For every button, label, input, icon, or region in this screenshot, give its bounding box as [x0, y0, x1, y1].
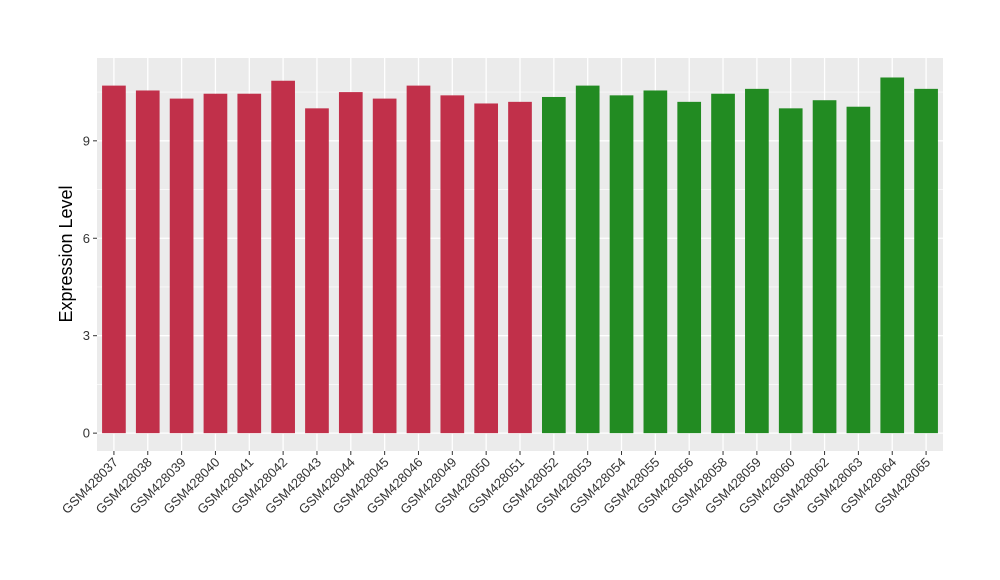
- bar-GSM428065: [914, 88, 938, 434]
- bar-GSM428054: [609, 95, 634, 434]
- y-tick-label: 0: [83, 426, 90, 441]
- bar-GSM428045: [372, 98, 397, 434]
- bar-GSM428058: [711, 93, 735, 434]
- bar-GSM428060: [778, 108, 803, 434]
- bar-GSM428062: [812, 100, 837, 434]
- bar-GSM428038: [135, 90, 160, 434]
- bar-GSM428044: [338, 92, 363, 434]
- bar-GSM428041: [237, 93, 262, 434]
- bar-GSM428055: [643, 90, 668, 434]
- bar-GSM428049: [440, 95, 465, 434]
- bar-GSM428053: [575, 85, 600, 434]
- bar-GSM428056: [677, 101, 702, 434]
- bar-GSM428051: [508, 101, 532, 434]
- bars: [102, 77, 938, 434]
- bar-GSM428050: [474, 103, 499, 434]
- bar-GSM428063: [846, 106, 871, 434]
- y-tick-label: 9: [83, 133, 90, 148]
- bar-GSM428059: [745, 88, 769, 434]
- bar-GSM428043: [305, 108, 329, 434]
- y-axis: 0 3 6 9: [83, 133, 97, 441]
- bar-GSM428042: [271, 80, 295, 434]
- y-axis-label: Expression Level: [56, 185, 76, 322]
- bar-GSM428064: [880, 77, 905, 434]
- bar-GSM428039: [169, 98, 194, 434]
- y-tick-label: 3: [83, 328, 90, 343]
- bar-GSM428046: [406, 85, 431, 434]
- bar-GSM428052: [541, 96, 566, 434]
- bar-GSM428040: [203, 93, 228, 434]
- x-axis: GSM428037GSM428038GSM428039GSM428040GSM4…: [59, 451, 933, 517]
- y-tick-label: 6: [83, 231, 90, 246]
- bar-GSM428037: [102, 85, 126, 434]
